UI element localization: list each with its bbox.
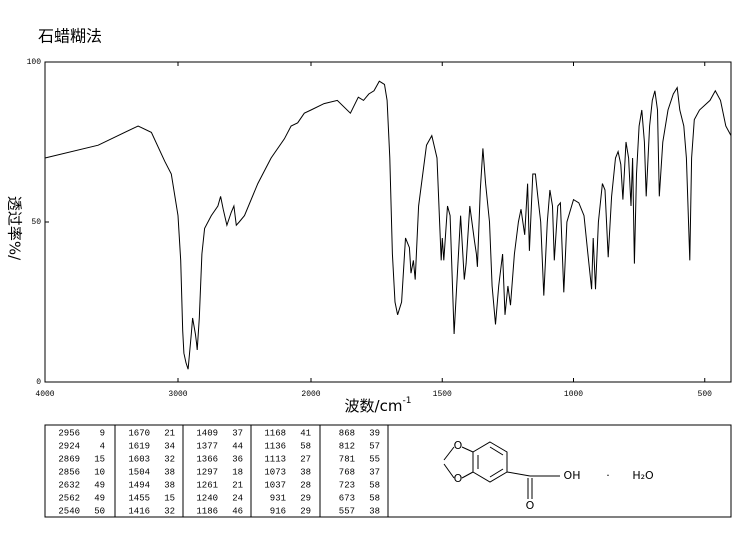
peak-wavenumber: 916	[270, 506, 286, 516]
peak-transmittance: 32	[164, 506, 175, 516]
peak-transmittance: 37	[369, 467, 380, 477]
peak-wavenumber: 931	[270, 493, 286, 503]
peak-wavenumber: 1037	[264, 480, 286, 490]
y-tick-label: 100	[27, 58, 42, 67]
structure-labels: O O OH O · H₂O	[454, 439, 654, 512]
peak-transmittance: 38	[369, 506, 380, 516]
peak-transmittance: 49	[94, 493, 105, 503]
peak-transmittance: 24	[232, 493, 243, 503]
peak-transmittance: 38	[300, 467, 311, 477]
peak-transmittance: 34	[164, 441, 175, 451]
peak-transmittance: 27	[300, 454, 311, 464]
peak-wavenumber: 1455	[128, 493, 150, 503]
peak-wavenumber: 868	[339, 428, 355, 438]
peak-transmittance: 32	[164, 454, 175, 464]
peak-transmittance: 4	[100, 441, 105, 451]
peak-transmittance: 29	[300, 493, 311, 503]
peak-transmittance: 58	[369, 480, 380, 490]
atom: O	[454, 439, 463, 452]
x-tick-label: 3000	[168, 390, 187, 399]
dot: ·	[606, 469, 610, 482]
peak-wavenumber: 781	[339, 454, 355, 464]
peak-transmittance: 36	[232, 454, 243, 464]
peak-transmittance: 38	[164, 467, 175, 477]
peak-transmittance: 41	[300, 428, 311, 438]
peak-wavenumber: 1240	[196, 493, 218, 503]
peak-transmittance: 18	[232, 467, 243, 477]
peak-wavenumber: 1619	[128, 441, 150, 451]
x-tick-label: 2000	[301, 390, 320, 399]
peak-wavenumber: 812	[339, 441, 355, 451]
x-tick-label: 500	[698, 390, 713, 399]
peak-transmittance: 46	[232, 506, 243, 516]
y-tick-label: 50	[31, 218, 41, 227]
peak-transmittance: 9	[100, 428, 105, 438]
water: H₂O	[632, 469, 654, 482]
peak-wavenumber: 1366	[196, 454, 218, 464]
peak-wavenumber: 2540	[58, 506, 80, 516]
peak-wavenumber: 1261	[196, 480, 218, 490]
peak-transmittance: 10	[94, 467, 105, 477]
peak-wavenumber: 1168	[264, 428, 286, 438]
peak-transmittance: 39	[369, 428, 380, 438]
peak-transmittance: 44	[232, 441, 243, 451]
peak-wavenumber: 2632	[58, 480, 80, 490]
peak-wavenumber: 2562	[58, 493, 80, 503]
peak-wavenumber: 1113	[264, 454, 286, 464]
peak-wavenumber: 557	[339, 506, 355, 516]
peak-wavenumber: 2856	[58, 467, 80, 477]
peak-transmittance: 58	[300, 441, 311, 451]
peak-wavenumber: 1416	[128, 506, 150, 516]
peak-wavenumber: 2869	[58, 454, 80, 464]
peak-wavenumber: 1377	[196, 441, 218, 451]
peak-wavenumber: 1073	[264, 467, 286, 477]
peak-wavenumber: 2924	[58, 441, 80, 451]
structure	[443, 441, 560, 499]
peak-wavenumber: 673	[339, 493, 355, 503]
peak-transmittance: 38	[164, 480, 175, 490]
peak-wavenumber: 1670	[128, 428, 150, 438]
x-tick-label: 1500	[433, 390, 452, 399]
x-tick-label: 1000	[564, 390, 583, 399]
peak-transmittance: 55	[369, 454, 380, 464]
title: 石蜡糊法	[38, 27, 102, 46]
peak-wavenumber: 1186	[196, 506, 218, 516]
atom: O	[526, 499, 535, 512]
peak-transmittance: 15	[164, 493, 175, 503]
peak-wavenumber: 1603	[128, 454, 150, 464]
peak-transmittance: 21	[232, 480, 243, 490]
x-tick-label: 4000	[35, 390, 54, 399]
peak-wavenumber: 2956	[58, 428, 80, 438]
peak-transmittance: 21	[164, 428, 175, 438]
peak-wavenumber: 1494	[128, 480, 150, 490]
y-label: 透过率%/	[6, 196, 24, 261]
peak-wavenumber: 1136	[264, 441, 286, 451]
spectrum	[44, 80, 732, 370]
peak-transmittance: 58	[369, 493, 380, 503]
peak-wavenumber: 1297	[196, 467, 218, 477]
peak-wavenumber: 723	[339, 480, 355, 490]
peak-transmittance: 50	[94, 506, 105, 516]
peak-transmittance: 57	[369, 441, 380, 451]
x-label: 波数/cm-1	[345, 396, 412, 415]
atom: OH	[564, 469, 581, 482]
y-tick-label: 0	[36, 378, 41, 387]
peak-wavenumber: 1504	[128, 467, 150, 477]
peak-wavenumber: 768	[339, 467, 355, 477]
atom: O	[454, 472, 463, 485]
peak-wavenumber: 1409	[196, 428, 218, 438]
peak-transmittance: 29	[300, 506, 311, 516]
peak-transmittance: 49	[94, 480, 105, 490]
peak-transmittance: 15	[94, 454, 105, 464]
peak-transmittance: 28	[300, 480, 311, 490]
peak-transmittance: 37	[232, 428, 243, 438]
